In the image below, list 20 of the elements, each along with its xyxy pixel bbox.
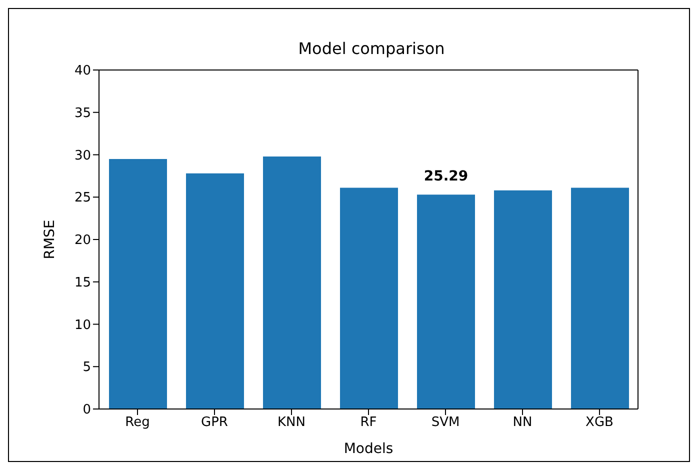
- x-tick-label: SVM: [431, 415, 460, 430]
- data-label: 25.29: [424, 168, 468, 185]
- x-axis-title: Models: [344, 441, 394, 457]
- y-tick-label: 25: [74, 190, 91, 206]
- y-tick-label: 5: [82, 360, 91, 376]
- x-tick-label: KNN: [278, 415, 306, 430]
- x-tick-label: XGB: [586, 415, 614, 430]
- x-tick-label: NN: [512, 415, 532, 430]
- y-tick-label: 35: [74, 106, 91, 121]
- y-tick-label: 40: [74, 64, 91, 79]
- y-tick-label: 0: [82, 402, 91, 418]
- y-tick-label: 10: [74, 318, 91, 333]
- x-tick-label: RF: [360, 415, 377, 430]
- x-tick-label: GPR: [201, 415, 228, 430]
- y-tick-label: 20: [74, 233, 91, 248]
- y-axis-title: RMSE: [42, 220, 58, 260]
- chart-title: Model comparison: [297, 39, 446, 58]
- y-tick-label: 15: [74, 275, 91, 290]
- y-tick-label: 30: [74, 148, 91, 164]
- x-tick-label: Reg: [125, 415, 150, 430]
